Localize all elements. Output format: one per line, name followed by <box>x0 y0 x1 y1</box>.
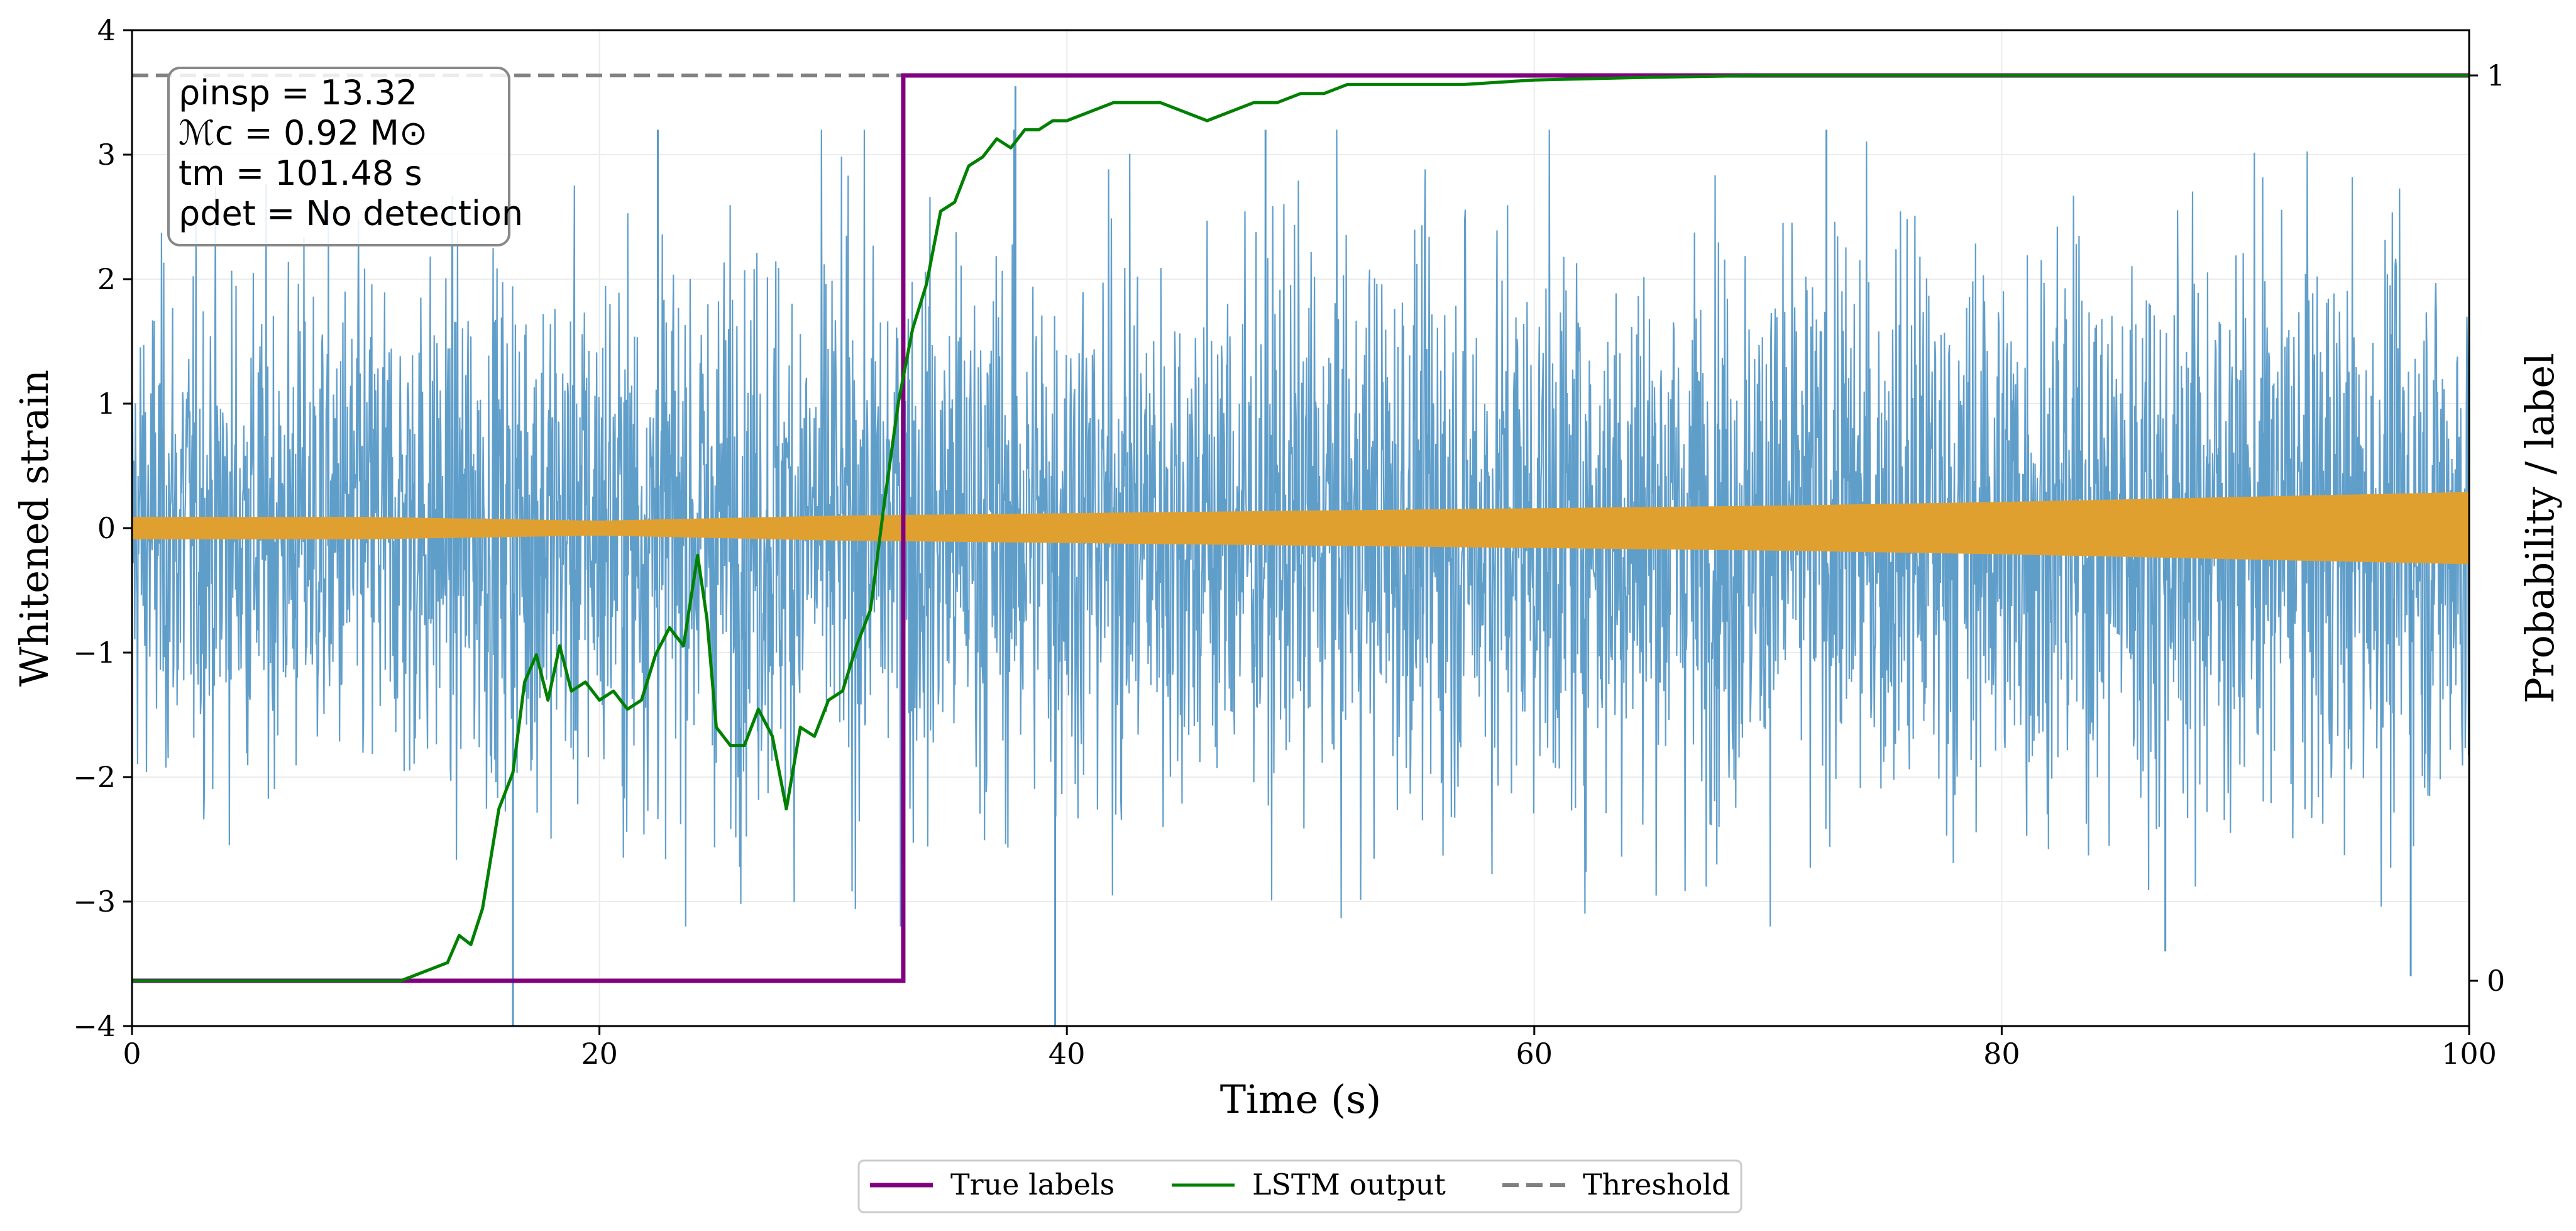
y-left-tick-label-6: 2 <box>97 262 116 296</box>
whitened-strain-series <box>132 86 2469 1026</box>
x-tick-label-0: 0 <box>123 1037 141 1071</box>
annotation-box: ρinsp = 13.32 ℳc = 0.92 M⊙ tm = 101.48 s… <box>167 67 523 246</box>
y-left-tick-label-2: −2 <box>73 760 116 794</box>
x-tick-label-1: 20 <box>581 1037 618 1071</box>
x-axis-title: Time (s) <box>1220 1076 1382 1122</box>
annotation-rho-insp: ρinsp = 13.32 <box>179 73 417 113</box>
x-tick-label-2: 40 <box>1049 1037 1086 1071</box>
legend-label-true-labels: True labels <box>950 1168 1115 1201</box>
y-left-tick-label-7: 3 <box>97 138 116 172</box>
x-axis: 0 20 40 60 80 100 <box>123 1026 2497 1071</box>
x-tick-label-4: 80 <box>1983 1037 2020 1071</box>
y-left-tick-label-8: 4 <box>97 13 116 47</box>
x-tick-label-3: 60 <box>1516 1037 1553 1071</box>
annotation-rho-det: ρdet = No detection <box>179 194 523 233</box>
legend-label-lstm-output: LSTM output <box>1252 1168 1446 1201</box>
signal-envelope-series <box>132 492 2469 565</box>
y-left-tick-label-0: −4 <box>73 1009 116 1043</box>
y-right-tick-label-0: 0 <box>2487 964 2505 998</box>
x-tick-label-5: 100 <box>2441 1037 2497 1071</box>
y-axis-left: −4 −3 −2 −1 0 1 2 3 4 <box>73 13 132 1043</box>
y-left-tick-label-3: −1 <box>73 636 116 670</box>
whitened-strain-line <box>132 130 2469 927</box>
y-left-tick-label-4: 0 <box>97 511 116 545</box>
lstm-output-line <box>132 74 2469 983</box>
legend: True labels LSTM output Threshold <box>857 1159 1742 1213</box>
y-left-tick-label-5: 1 <box>97 387 116 421</box>
y-axis-right: 01 <box>2469 58 2505 998</box>
y-axis-left-title: Whitened strain <box>11 370 57 687</box>
y-axis-right-title: Probability / label <box>2517 353 2563 704</box>
annotation-merger-time: tm = 101.48 s <box>179 153 422 193</box>
annotation-chirp-mass: ℳc = 0.92 M⊙ <box>179 113 427 153</box>
y-left-tick-label-1: −3 <box>73 885 116 919</box>
y-right-tick-label-1: 1 <box>2487 58 2505 92</box>
legend-label-threshold: Threshold <box>1583 1168 1731 1201</box>
